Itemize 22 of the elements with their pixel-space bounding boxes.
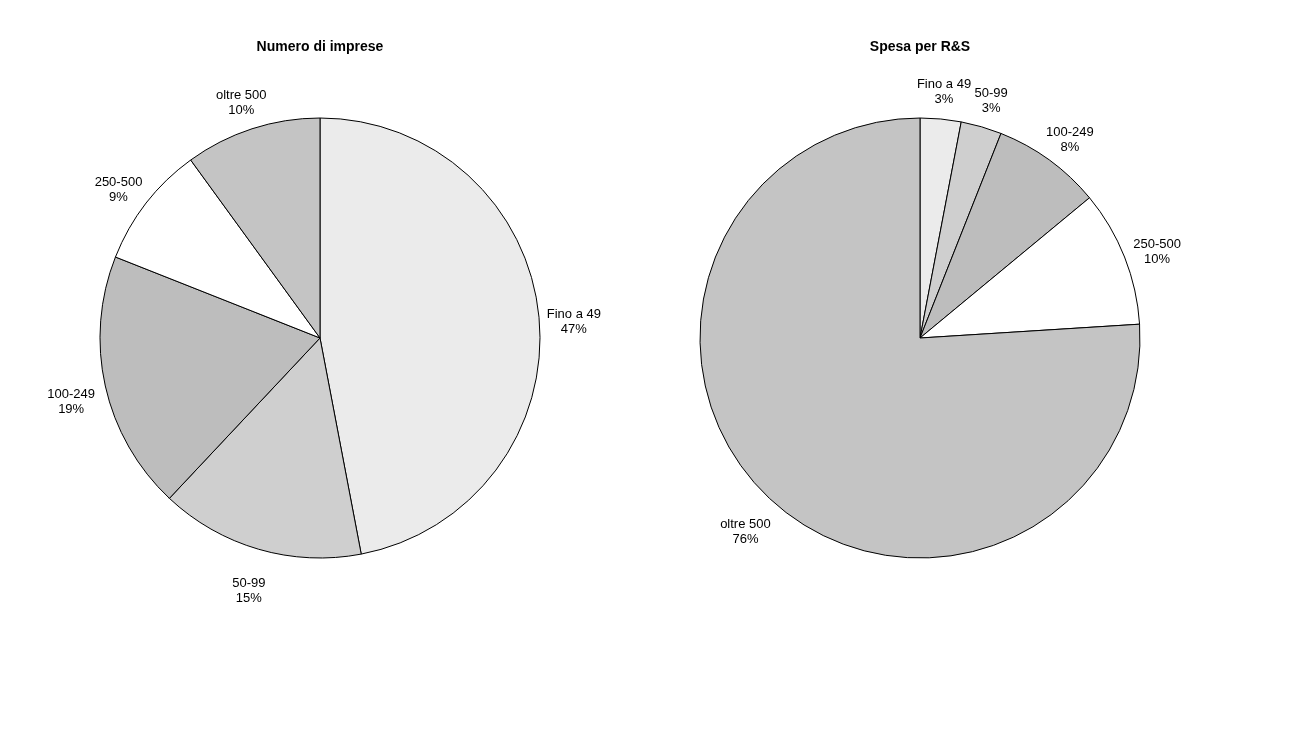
slice-label: 100-249: [47, 385, 95, 401]
slice-label: 250-500: [94, 173, 143, 189]
data-label: 9%: [109, 188, 129, 204]
slice-label: 50-99: [232, 574, 266, 590]
slice-label: 50-99: [974, 85, 1008, 101]
data-label: 76%: [732, 530, 759, 546]
slice-label: oltre 500: [720, 515, 771, 531]
slice-label: 100-249: [1046, 123, 1094, 139]
data-label: 3%: [981, 100, 1001, 116]
data-label: 8%: [1060, 138, 1080, 154]
slice-label: oltre 500: [215, 87, 267, 103]
slice-label: Fino a 49: [916, 76, 972, 92]
data-label: 19%: [58, 400, 85, 416]
data-label: 47%: [560, 321, 588, 336]
slice-label: Fino a 49: [546, 306, 601, 321]
chart-title: Numero di imprese: [256, 38, 384, 54]
data-label: 15%: [235, 589, 263, 605]
slice-label: 250-500: [1133, 236, 1181, 252]
data-label: 10%: [1144, 251, 1171, 267]
chart-title: Spesa per R&S: [869, 38, 971, 54]
data-label: 3%: [934, 91, 954, 107]
data-label: 10%: [228, 102, 255, 118]
